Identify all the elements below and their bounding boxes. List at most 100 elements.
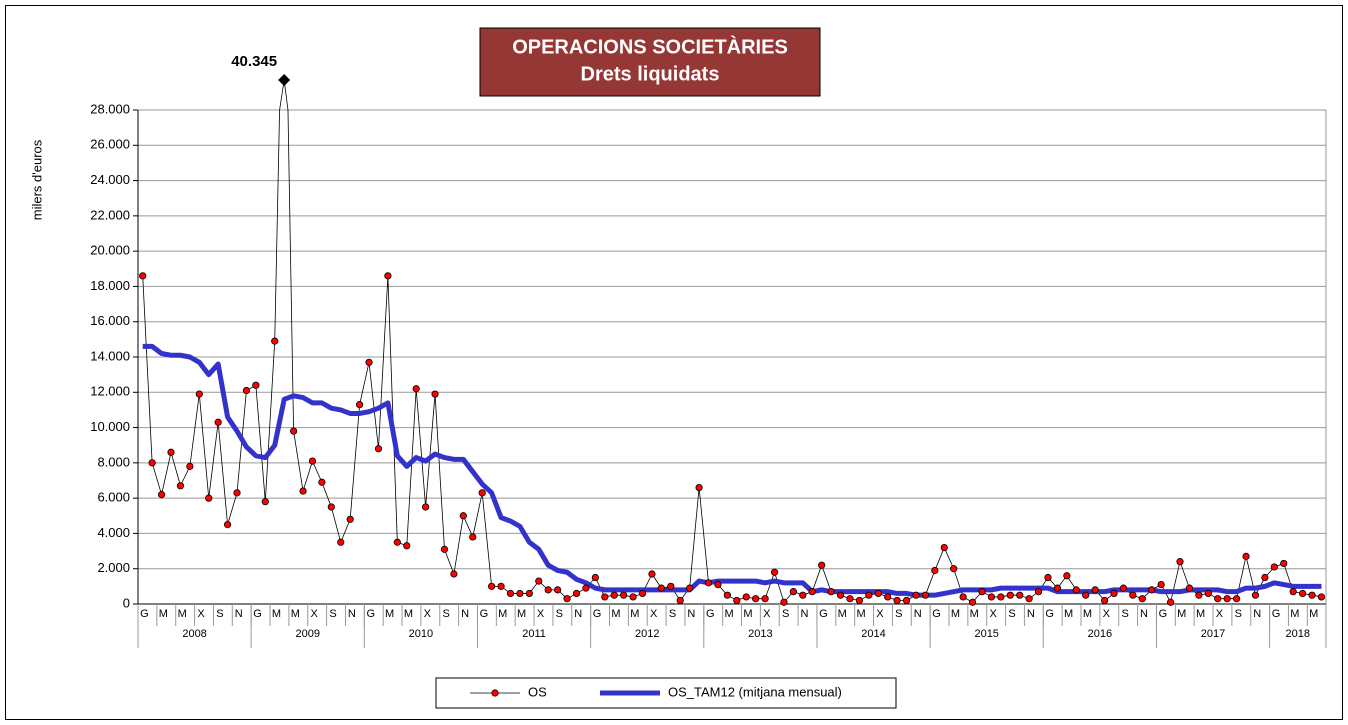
os-marker <box>921 591 930 599</box>
x-tick-label: N <box>687 608 695 620</box>
os-marker <box>714 580 722 589</box>
os-marker <box>412 385 420 393</box>
os-marker <box>1214 595 1222 603</box>
os-marker <box>686 584 694 592</box>
x-tick-label: N <box>461 608 469 620</box>
x-tick-label: M <box>743 608 752 620</box>
chart-border <box>5 5 1343 720</box>
year-label: 2013 <box>748 628 772 640</box>
y-axis-label: milers d'euros <box>29 139 44 220</box>
os-marker <box>1138 595 1146 603</box>
os-marker <box>770 568 779 576</box>
os-marker <box>459 512 467 520</box>
os-marker <box>1185 584 1194 592</box>
x-tick-label: M <box>1064 608 1073 620</box>
os-marker <box>337 538 345 546</box>
os-marker <box>1223 595 1231 603</box>
y-tick-label: 6.000 <box>97 490 130 505</box>
x-tick-label: M <box>272 608 281 620</box>
os-marker <box>1317 593 1326 601</box>
x-tick-label: M <box>970 608 979 620</box>
os-marker <box>214 418 222 426</box>
x-tick-label: M <box>1196 608 1205 620</box>
year-label: 2009 <box>295 628 319 640</box>
os-marker <box>733 596 741 605</box>
x-tick-label: X <box>310 608 318 620</box>
legend-marker <box>491 689 499 697</box>
x-tick-label: X <box>424 608 432 620</box>
os-marker <box>1251 591 1260 599</box>
os-marker <box>968 598 977 606</box>
os-marker <box>978 588 986 596</box>
os-marker <box>440 545 449 553</box>
x-tick-label: S <box>329 608 336 620</box>
os-marker <box>563 595 571 603</box>
os-marker <box>544 586 552 594</box>
y-tick-label: 14.000 <box>90 348 130 363</box>
os-marker <box>893 596 901 605</box>
year-label: 2010 <box>409 628 433 640</box>
os-marker <box>610 591 618 599</box>
os-marker <box>959 593 967 601</box>
os-marker <box>431 390 439 398</box>
x-tick-label: M <box>1309 608 1318 620</box>
x-tick-label: G <box>366 608 375 620</box>
x-tick-label: N <box>1140 608 1148 620</box>
os-marker <box>667 582 675 590</box>
os-marker <box>139 272 147 280</box>
x-tick-label: X <box>763 608 771 620</box>
os-marker <box>648 570 656 578</box>
x-tick-label: M <box>385 608 394 620</box>
x-tick-label: S <box>216 608 223 620</box>
os-marker <box>620 591 628 599</box>
os-marker <box>289 427 298 435</box>
os-marker <box>176 482 185 490</box>
os-marker <box>488 582 496 590</box>
os-marker <box>1053 584 1062 592</box>
x-tick-label: M <box>725 608 734 620</box>
os-marker <box>450 570 458 578</box>
os-marker <box>346 515 354 523</box>
os-marker <box>1119 584 1128 592</box>
year-label: 2008 <box>182 628 206 640</box>
x-tick-label: S <box>1008 608 1015 620</box>
x-tick-label: S <box>669 608 676 620</box>
os-marker <box>723 591 731 599</box>
x-tick-label: M <box>517 608 526 620</box>
x-tick-label: S <box>895 608 902 620</box>
os-marker <box>591 573 599 582</box>
os-marker <box>1299 589 1307 598</box>
os-marker <box>242 386 251 395</box>
os-marker <box>808 588 816 596</box>
x-tick-label: G <box>480 608 489 620</box>
y-tick-label: 8.000 <box>97 454 130 469</box>
y-tick-label: 16.000 <box>90 313 130 328</box>
os-marker <box>601 593 609 601</box>
os-marker <box>789 588 797 596</box>
os-marker <box>327 503 335 511</box>
os-marker <box>356 401 364 409</box>
os-marker <box>761 595 769 603</box>
os-marker <box>186 462 194 470</box>
y-tick-label: 2.000 <box>97 560 130 575</box>
os-marker <box>308 457 317 465</box>
y-tick-label: 22.000 <box>90 207 130 222</box>
os-marker <box>393 538 401 546</box>
os-marker <box>374 445 383 453</box>
x-tick-label: N <box>1253 608 1261 620</box>
os-marker <box>1148 586 1156 594</box>
y-tick-label: 0 <box>123 595 130 610</box>
os-marker <box>799 591 807 599</box>
y-tick-label: 4.000 <box>97 525 130 540</box>
x-tick-label: M <box>498 608 507 620</box>
year-label: 2011 <box>522 628 546 640</box>
legend-label: OS_TAM12 (mitjana mensual) <box>668 684 842 699</box>
y-tick-label: 20.000 <box>90 243 130 258</box>
os-marker <box>167 448 175 456</box>
os-marker <box>1025 595 1033 603</box>
os-marker <box>384 272 392 280</box>
os-marker <box>1044 573 1052 582</box>
y-tick-label: 24.000 <box>90 172 130 187</box>
